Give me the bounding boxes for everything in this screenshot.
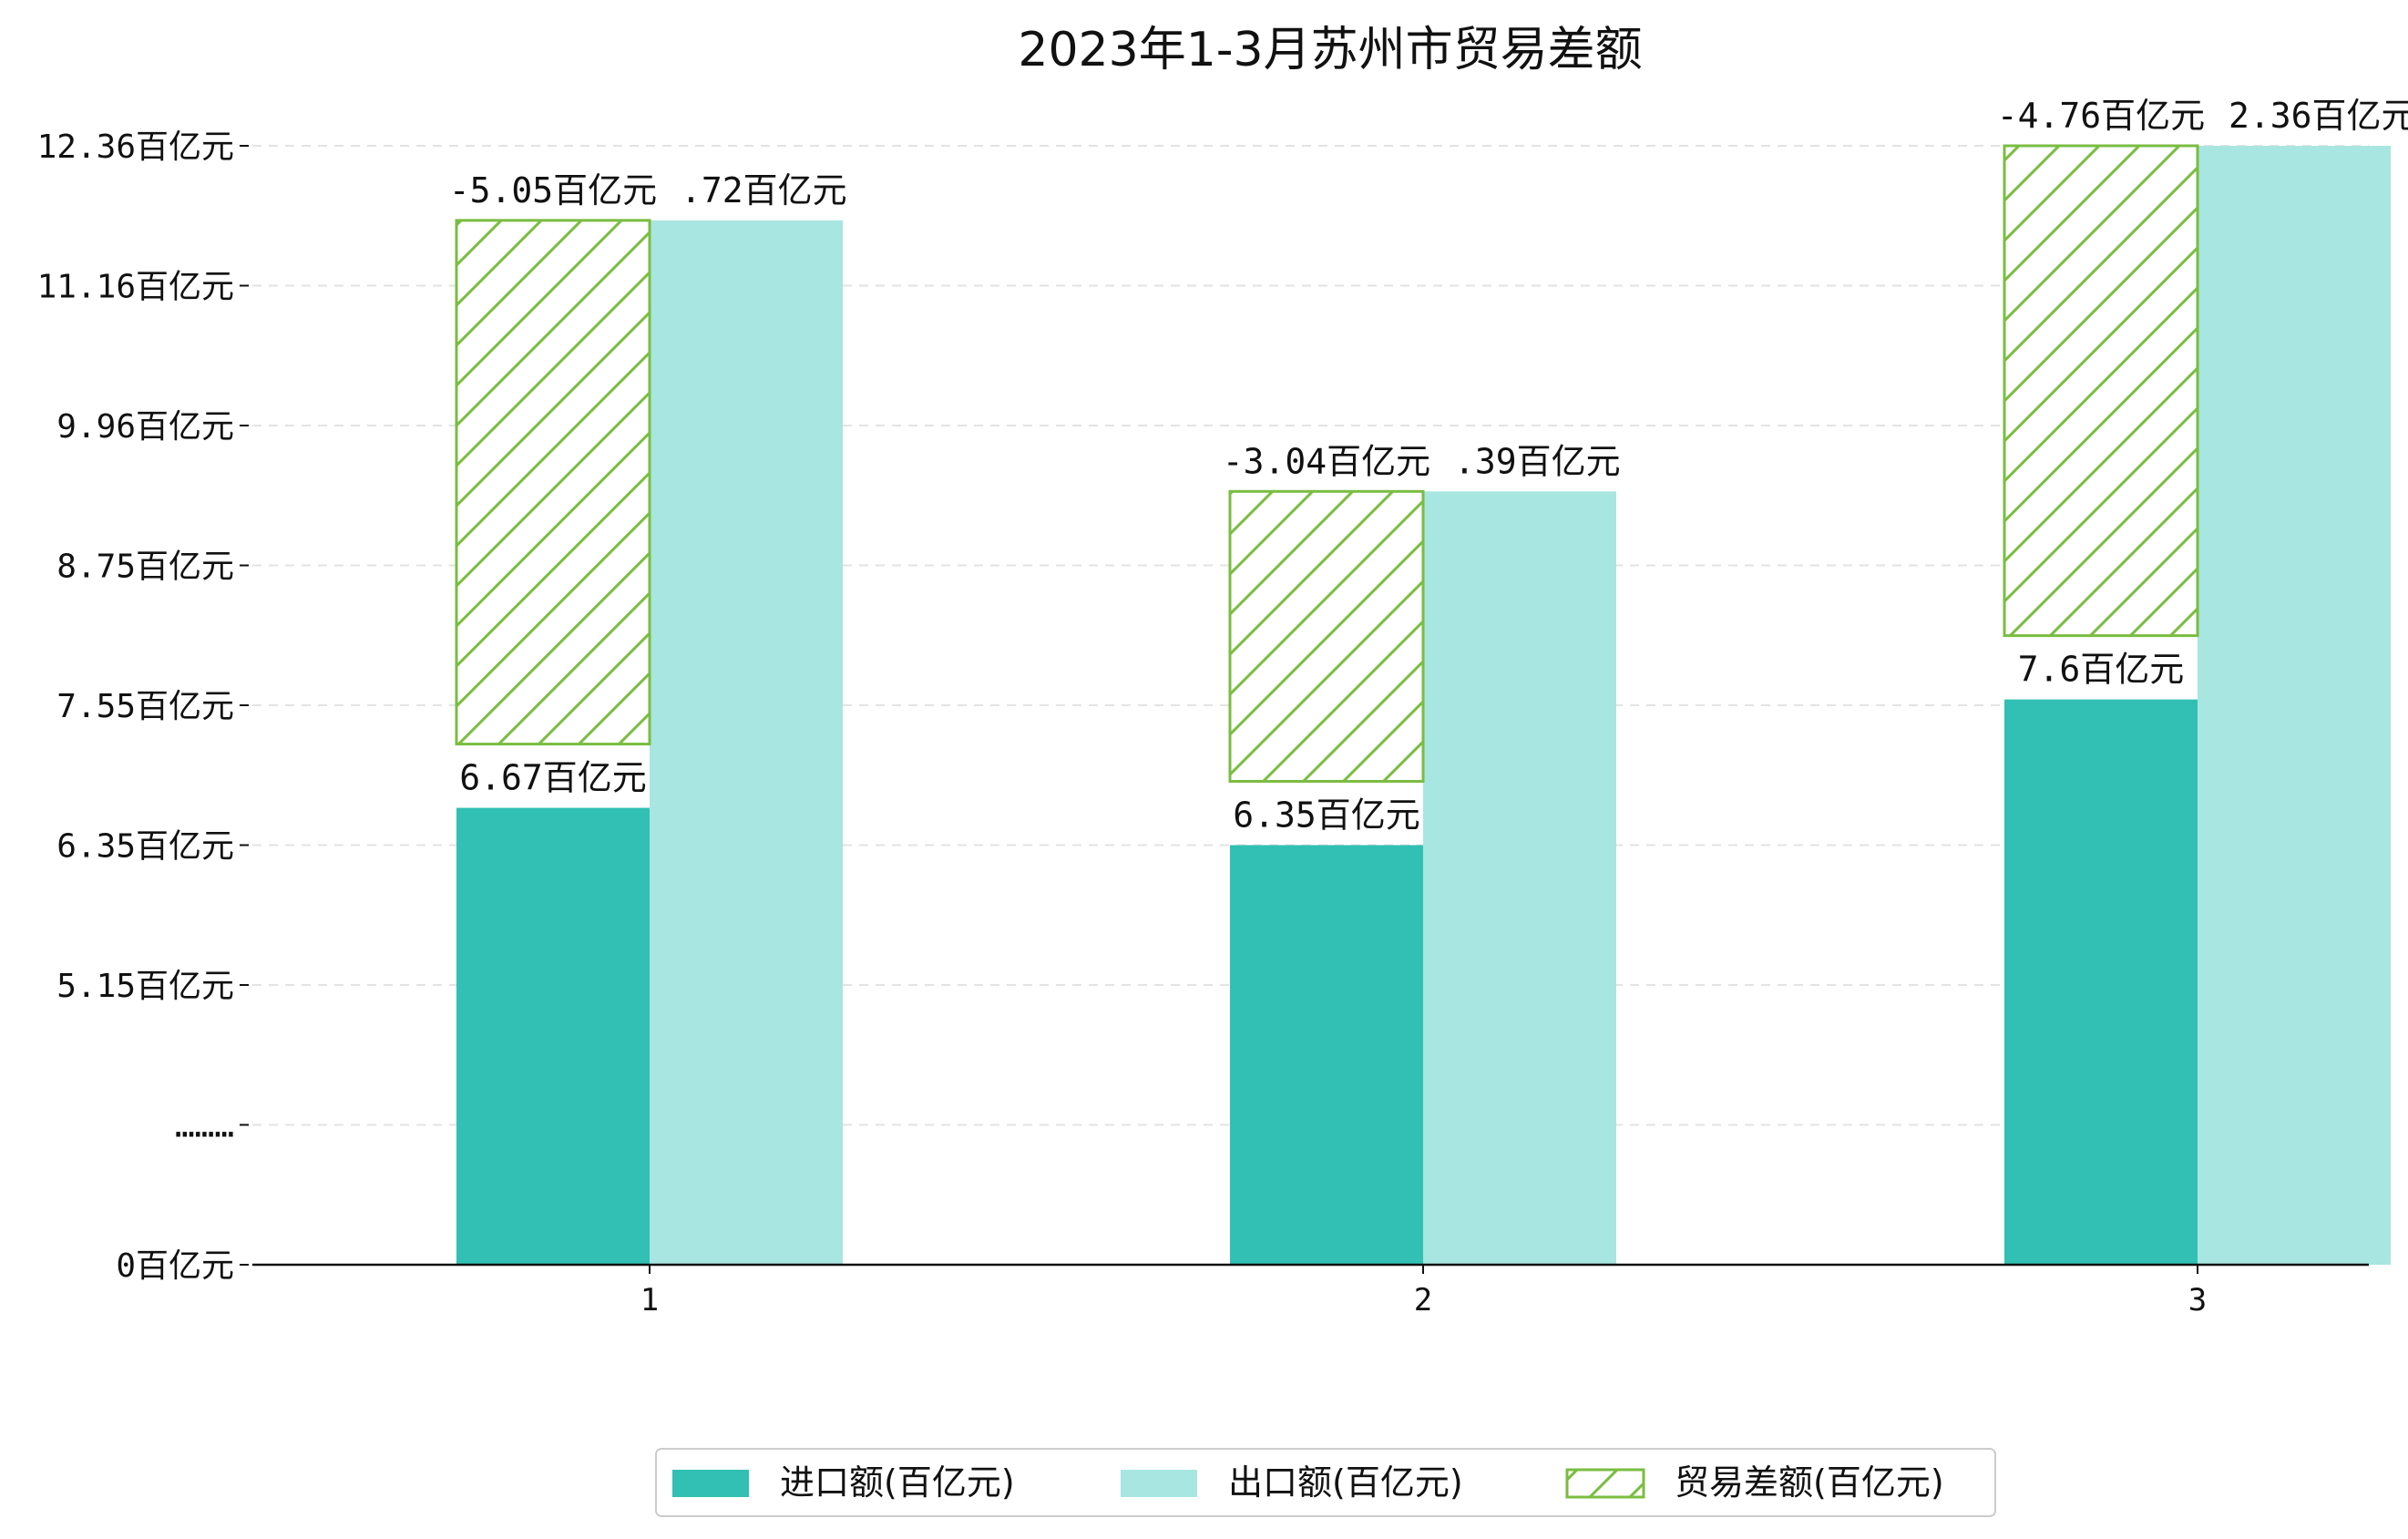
import-value-label: 6.67百亿元 [459,758,647,798]
import-bar [456,807,650,1265]
y-tick-label: 6.35百亿元 [56,828,234,866]
export-value-label-bg [2219,87,2384,140]
y-tick-label: ……… [175,1108,234,1145]
balance-value-label: -4.76百亿元 [1997,96,2205,136]
legend[interactable]: 进口额(百亿元) 出口额(百亿元) 贸易差额(百亿元) [655,1448,1996,1517]
export-value-label: .72百亿元 [681,170,847,210]
balance-value-label: -3.04百亿元 [1223,441,1430,481]
balance-value-label-bg [2008,87,2194,140]
y-tick-label: 12.36百亿元 [37,128,234,166]
import-bar [2004,699,2198,1265]
bars [455,144,2391,1265]
import-value-label: 6.35百亿元 [1233,795,1420,836]
balance-bar [1228,489,1425,784]
y-tick-label: 5.15百亿元 [56,968,234,1005]
data-labels: .72百亿元 -5.05百亿元 6.67百亿元 .39百亿元 -3.04百亿元 6.35百… [449,87,2408,840]
axes: 0百亿元 ……… 5.15百亿元 6.35百亿元 7.55百亿元 8.75百亿元 9.96百… [37,128,2369,1318]
export-bar [2198,146,2391,1265]
balance-bar [455,219,651,746]
y-tick-label: 9.96百亿元 [56,408,234,446]
legend-box [655,1448,1996,1517]
legend-label-import: 进口额(百亿元) [780,1462,1015,1503]
import-value-label-bg [470,749,636,803]
legend-swatch-export [1121,1470,1197,1497]
import-value-label-bg [1244,786,1409,840]
legend-swatch-import [672,1470,749,1497]
import-value-label-bg [2029,641,2173,694]
export-value-label: 2.36百亿元 [2229,96,2408,136]
chart-title: 2023年1-3月苏州市贸易差额 [1018,23,1642,77]
export-bar [650,220,843,1265]
y-tick-label: 0百亿元 [116,1247,234,1285]
legend-label-balance: 贸易差额(百亿元) [1675,1462,1944,1503]
x-tick-label: 2 [1414,1282,1432,1318]
balance-bar [2003,144,2199,638]
x-tick-label: 1 [640,1282,659,1318]
export-bar [1423,491,1616,1265]
legend-swatch-balance [1565,1468,1645,1499]
y-tick-label: 8.75百亿元 [56,549,234,586]
balance-value-label-bg [1234,433,1419,487]
export-value-label-bg [671,161,815,215]
import-bar [1230,845,1423,1265]
balance-value-label-bg [460,161,646,215]
export-value-label: .39百亿元 [1454,441,1621,481]
import-value-label: 7.6百亿元 [2018,650,2185,690]
export-value-label-bg [1445,433,1589,487]
x-tick-label: 3 [2188,1282,2207,1318]
legend-label-export: 出口额(百亿元) [1228,1462,1463,1503]
y-tick-label: 11.16百亿元 [37,269,234,306]
y-tick-label: 7.55百亿元 [56,688,234,725]
balance-value-label: -5.05百亿元 [449,170,657,210]
